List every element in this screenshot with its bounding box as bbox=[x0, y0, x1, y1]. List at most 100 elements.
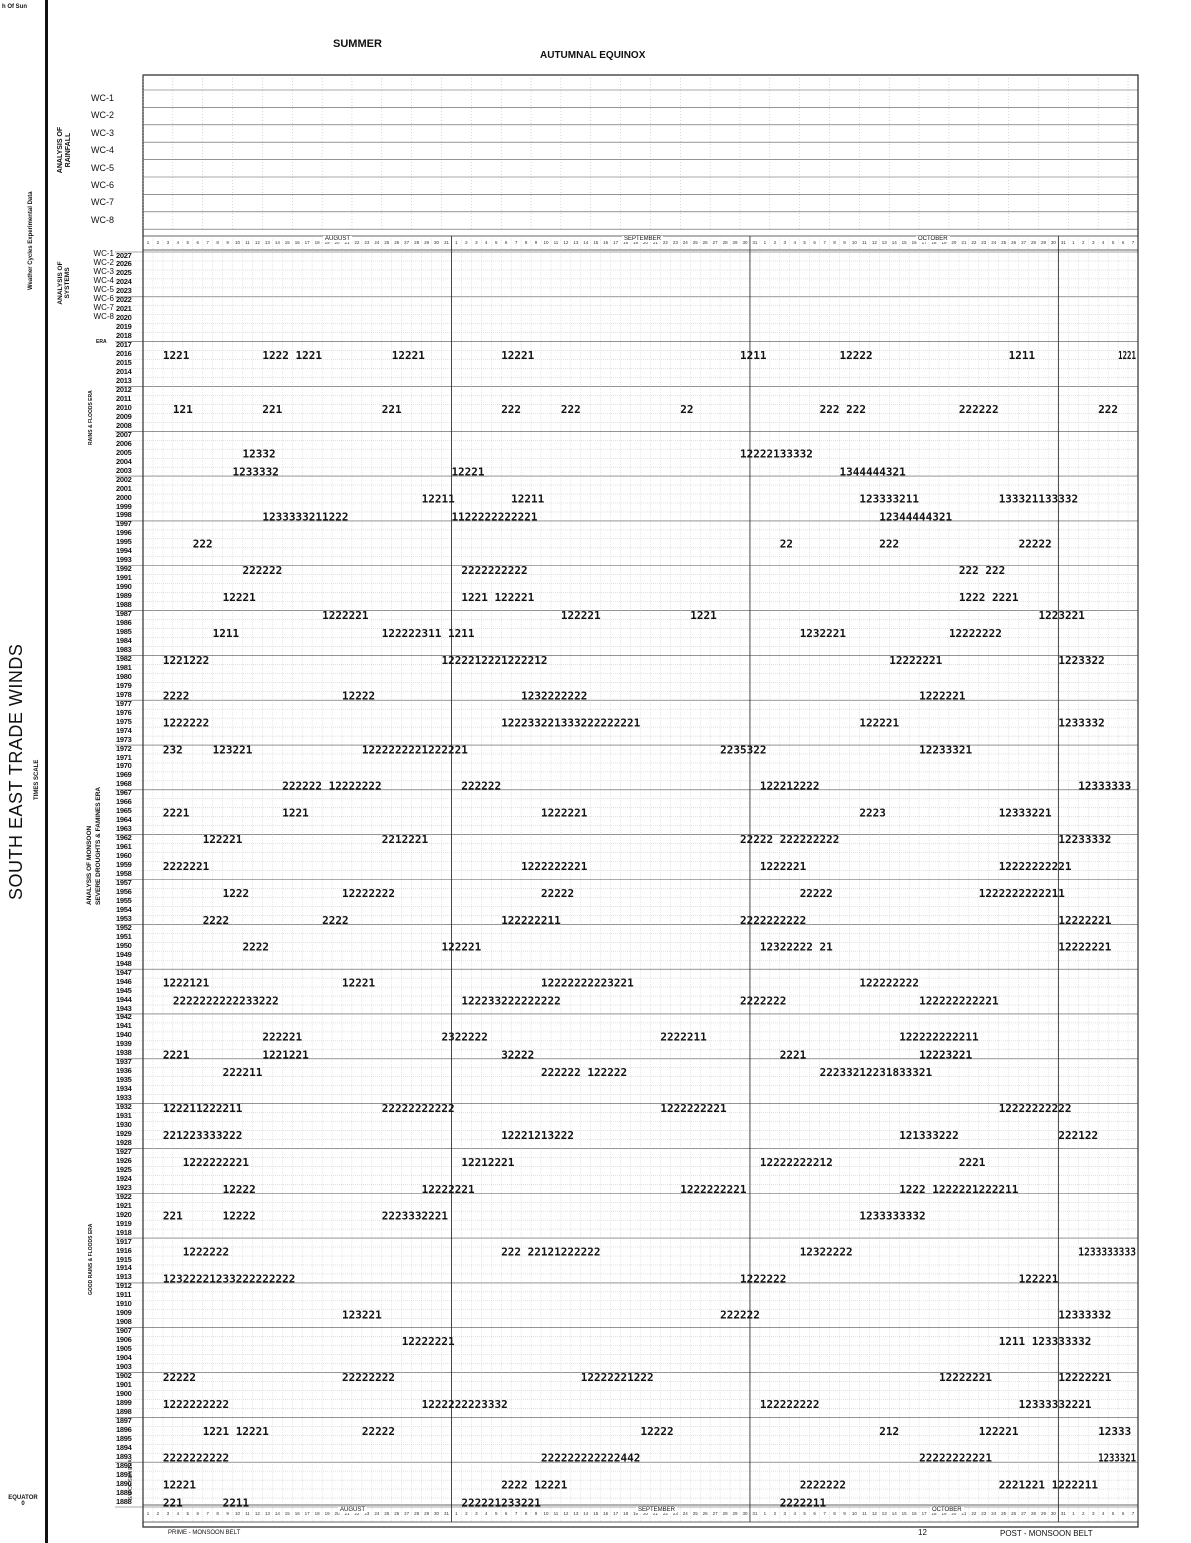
day-tick-bottom: 23 bbox=[981, 1511, 987, 1516]
cycle-entry: 2222221 bbox=[163, 860, 210, 873]
cycle-entry: 2212221 bbox=[382, 833, 429, 846]
cycle-entry: 2222222222 bbox=[461, 564, 527, 577]
year-label: 1956 bbox=[116, 887, 142, 896]
cycle-entry: 122222222211 bbox=[899, 1030, 979, 1043]
day-tick-top: 30 bbox=[1051, 240, 1057, 245]
day-tick-top: 26 bbox=[1011, 240, 1017, 245]
day-tick-bottom: 7 bbox=[823, 1511, 826, 1516]
day-tick-bottom: 18 bbox=[623, 1511, 629, 1516]
year-label: 1904 bbox=[116, 1353, 142, 1362]
cycle-entry: 2222222 bbox=[800, 1479, 846, 1492]
cycle-entry: 12222 bbox=[840, 349, 873, 362]
cycle-entry: 22222 bbox=[163, 1371, 196, 1384]
day-tick-bottom: 1 bbox=[764, 1511, 767, 1516]
day-tick-bottom: 30 bbox=[742, 1511, 748, 1516]
year-label: 1995 bbox=[116, 537, 142, 546]
day-tick-bottom: 29 bbox=[424, 1511, 430, 1516]
cycle-entry: 222221 bbox=[262, 1030, 302, 1043]
cycle-entry: 12222 bbox=[641, 1425, 674, 1438]
footer-post: POST - MONSOON BELT bbox=[1000, 1529, 1093, 1538]
year-label: 1957 bbox=[116, 878, 142, 887]
day-tick-top: 10 bbox=[543, 240, 549, 245]
year-label: 2027 bbox=[116, 251, 142, 260]
year-label: 1931 bbox=[116, 1111, 142, 1120]
cycle-entry: 12221 bbox=[223, 591, 256, 604]
day-tick-bottom: 29 bbox=[1041, 1511, 1047, 1516]
cycle-entry: 122221 bbox=[442, 941, 482, 954]
cycle-entry: 1221 bbox=[163, 349, 190, 362]
year-label: 1895 bbox=[116, 1434, 142, 1443]
cycle-entry: 2222222222 bbox=[163, 1452, 229, 1465]
cycle-entry: 1222222 bbox=[163, 717, 209, 730]
day-tick-bottom: 31 bbox=[444, 1511, 450, 1516]
year-label: 1901 bbox=[116, 1380, 142, 1389]
day-tick-bottom: 2 bbox=[774, 1511, 777, 1516]
year-label: 2008 bbox=[116, 421, 142, 430]
year-label: 1915 bbox=[116, 1255, 142, 1264]
year-label: 2006 bbox=[116, 439, 142, 448]
year-label: 1979 bbox=[116, 681, 142, 690]
year-label: 2007 bbox=[116, 430, 142, 439]
year-label: 1952 bbox=[116, 923, 142, 932]
day-tick-bottom: 15 bbox=[285, 1511, 291, 1516]
systems-wc-label: WC-7 bbox=[84, 303, 114, 312]
month-august-bottom: AUGUST bbox=[338, 1507, 367, 1513]
day-tick-top: 14 bbox=[275, 240, 281, 245]
day-tick-top: 3 bbox=[1092, 240, 1095, 245]
day-tick-top: 11 bbox=[245, 240, 250, 245]
cycle-entry: 2222 bbox=[243, 941, 270, 954]
rainfall-wc-label: WC-1 bbox=[84, 93, 114, 103]
cycle-entry: 1232221 bbox=[800, 627, 847, 640]
cycle-entry: 1222222221 bbox=[521, 860, 588, 873]
cycle-entry: 1233332 bbox=[1058, 717, 1104, 730]
day-tick-bottom: 5 bbox=[1112, 1511, 1115, 1516]
cycle-entry: 2222 bbox=[203, 914, 230, 927]
cycle-entry: 221 bbox=[382, 403, 402, 416]
day-tick-top: 7 bbox=[823, 240, 826, 245]
cycle-entry: 122222222221 bbox=[919, 995, 999, 1008]
day-tick-bottom: 16 bbox=[603, 1511, 609, 1516]
day-tick-top: 3 bbox=[475, 240, 478, 245]
cycle-entry: 222222 bbox=[959, 403, 999, 416]
cycle-entry: 12222221222 bbox=[581, 1371, 654, 1384]
day-tick-top: 8 bbox=[216, 240, 219, 245]
day-tick-bottom: 25 bbox=[1001, 1511, 1007, 1516]
day-tick-bottom: 18 bbox=[315, 1511, 321, 1516]
cycle-entry: 1221 122221 bbox=[461, 591, 534, 604]
cycle-entry: 1222222223332 bbox=[422, 1398, 508, 1411]
year-label: 1980 bbox=[116, 672, 142, 681]
day-tick-top: 23 bbox=[981, 240, 987, 245]
cycle-entry: 122222311 1211 bbox=[382, 627, 475, 640]
year-label: 1953 bbox=[116, 914, 142, 923]
day-tick-top: 2 bbox=[1082, 240, 1085, 245]
day-tick-top: 16 bbox=[603, 240, 609, 245]
year-label: 1996 bbox=[116, 528, 142, 537]
cycle-entry: 22 bbox=[680, 403, 693, 416]
cycle-entry: 22222 bbox=[541, 887, 574, 900]
cycle-entry: 12222221 bbox=[1058, 1371, 1111, 1384]
day-tick-top: 11 bbox=[554, 240, 559, 245]
footer-page-number: 12 bbox=[918, 1528, 927, 1537]
day-tick-top: 22 bbox=[971, 240, 977, 245]
day-tick-top: 24 bbox=[683, 240, 689, 245]
systems-wc-label: WC-5 bbox=[84, 285, 114, 294]
day-tick-top: 8 bbox=[833, 240, 836, 245]
day-tick-top: 17 bbox=[305, 240, 311, 245]
cycle-entry: 222221233221 bbox=[461, 1497, 541, 1510]
month-august-top: AUGUST bbox=[323, 236, 352, 242]
day-tick-top: 9 bbox=[843, 240, 846, 245]
day-tick-top: 8 bbox=[525, 240, 528, 245]
day-tick-bottom: 12 bbox=[563, 1511, 569, 1516]
year-label: 2021 bbox=[116, 304, 142, 313]
cycle-entry: 1222222221222221 bbox=[362, 744, 468, 757]
year-label: 1991 bbox=[116, 573, 142, 582]
day-tick-top: 15 bbox=[593, 240, 599, 245]
cycle-entry: 1222221 bbox=[541, 806, 588, 819]
day-tick-top: 12 bbox=[563, 240, 569, 245]
day-tick-top: 25 bbox=[1001, 240, 1007, 245]
year-label: 1958 bbox=[116, 869, 142, 878]
cycle-entry: 2235322 bbox=[720, 744, 766, 757]
year-label: 1907 bbox=[116, 1326, 142, 1335]
cycle-entry: 12332 bbox=[243, 448, 276, 461]
cycle-entry: 22222222221 bbox=[919, 1452, 992, 1465]
